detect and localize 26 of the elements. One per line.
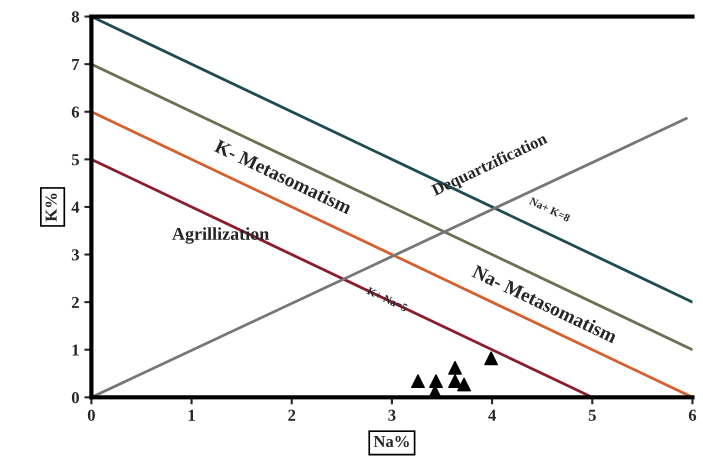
x-tick-label: 5 xyxy=(588,410,596,421)
x-tick-label: 2 xyxy=(288,410,296,421)
y-axis-title: K% xyxy=(46,194,57,222)
point xyxy=(484,351,498,366)
y-tick-label: 7 xyxy=(72,59,80,70)
point xyxy=(457,378,471,392)
y-tick-label: 6 xyxy=(72,106,80,118)
x-tick-label: 3 xyxy=(388,410,396,421)
y-tick-label: 8 xyxy=(72,11,80,22)
point xyxy=(411,374,425,388)
x-tick-label: 0 xyxy=(88,410,95,421)
point xyxy=(429,374,443,388)
y-tick-label: 2 xyxy=(72,296,79,308)
y-tick-label: 3 xyxy=(72,249,80,260)
x-tick-label: 6 xyxy=(688,410,696,421)
point xyxy=(448,374,462,388)
annotation: K+ Na=5 xyxy=(366,286,408,312)
y-tick-label: 0 xyxy=(72,392,79,404)
x-tick-label: 1 xyxy=(188,410,195,421)
x-axis-title: Na% xyxy=(374,436,409,448)
y-tick-label: 4 xyxy=(71,202,80,213)
x-tick-label: 4 xyxy=(488,410,496,421)
y-tick-label: 5 xyxy=(72,154,79,166)
annotation: Na+ K=8 xyxy=(528,196,571,222)
point xyxy=(448,360,462,375)
y-tick-label: 1 xyxy=(72,344,79,356)
